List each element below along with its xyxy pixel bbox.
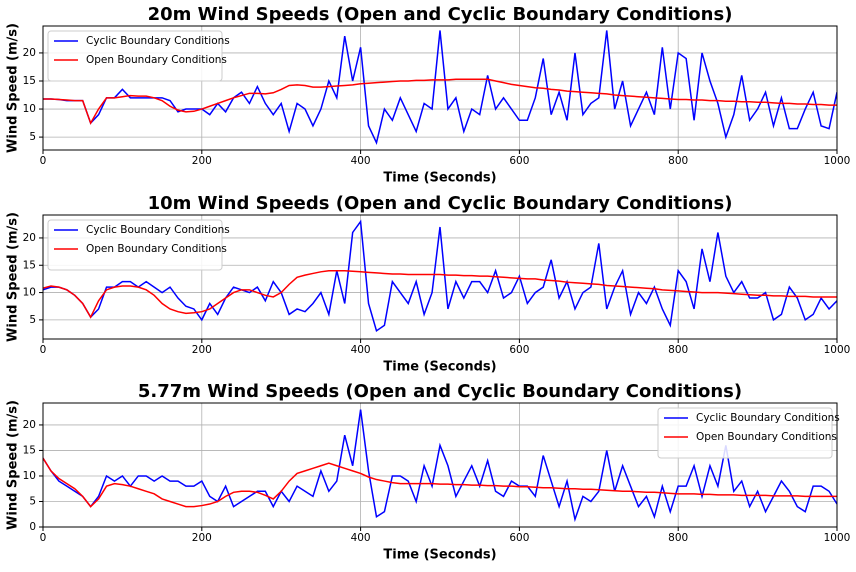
axes-frame (42, 25, 838, 151)
y-axis-label: Wind Speed (m/s) (6, 212, 21, 342)
y-tick-label: 15 (23, 444, 36, 456)
series-line (43, 409, 837, 523)
y-tick-label: 5 (29, 131, 36, 143)
x-axis-label: Time (Seconds) (383, 548, 496, 563)
legend: Cyclic Boundary Conditions Open Boundary … (657, 407, 840, 459)
chart-title: 20m Wind Speeds (Open and Cyclic Boundar… (148, 4, 733, 25)
subplot: 20m Wind Speeds (Open and Cyclic Boundar… (6, 4, 851, 186)
x-tick-label: 600 (509, 344, 529, 356)
x-tick-label: 200 (192, 344, 212, 356)
legend: Cyclic Boundary Conditions Open Boundary … (47, 30, 230, 82)
legend: Cyclic Boundary Conditions Open Boundary … (47, 219, 230, 271)
x-tick-label: 400 (351, 532, 371, 544)
series-line (43, 219, 837, 333)
x-tick-label: 200 (192, 532, 212, 544)
y-tick-label: 10 (23, 287, 36, 299)
legend-label: Open Boundary Conditions (86, 54, 227, 66)
y-tick-label: 10 (23, 470, 36, 482)
x-tick-label: 0 (40, 532, 47, 544)
y-tick-label: 20 (23, 232, 36, 244)
chart-title: 10m Wind Speeds (Open and Cyclic Boundar… (148, 193, 733, 214)
legend-label: Open Boundary Conditions (696, 431, 837, 443)
x-axis-label: Time (Seconds) (383, 171, 496, 186)
y-tick-label: 15 (23, 75, 36, 87)
x-tick-label: 400 (351, 155, 371, 167)
x-tick-label: 800 (668, 155, 688, 167)
series-line (43, 457, 837, 508)
legend-label: Cyclic Boundary Conditions (696, 412, 840, 424)
subplot: 10m Wind Speeds (Open and Cyclic Boundar… (6, 193, 851, 375)
y-axis-label: Wind Speed (m/s) (6, 400, 21, 530)
x-tick-label: 800 (668, 344, 688, 356)
legend-box (47, 219, 223, 271)
y-tick-label: 10 (23, 103, 36, 115)
y-tick-label: 5 (29, 314, 36, 326)
y-tick-label: 20 (23, 419, 36, 431)
y-tick-label: 0 (29, 521, 36, 533)
y-tick-label: 15 (23, 259, 36, 271)
legend-label: Open Boundary Conditions (86, 243, 227, 255)
series-line (43, 78, 837, 125)
x-tick-label: 600 (509, 532, 529, 544)
series-line (43, 269, 837, 319)
axes-frame (42, 214, 838, 340)
x-tick-label: 600 (509, 155, 529, 167)
axes-frame (42, 402, 838, 528)
x-tick-label: 1000 (824, 532, 851, 544)
x-tick-label: 0 (40, 155, 47, 167)
legend-label: Cyclic Boundary Conditions (86, 224, 230, 236)
legend-label: Cyclic Boundary Conditions (86, 35, 230, 47)
y-tick-label: 20 (23, 47, 36, 59)
x-tick-label: 1000 (824, 155, 851, 167)
y-tick-label: 5 (29, 495, 36, 507)
x-axis-label: Time (Seconds) (383, 360, 496, 375)
legend-box (657, 407, 833, 459)
x-tick-label: 800 (668, 532, 688, 544)
x-tick-label: 400 (351, 344, 371, 356)
subplot: 5.77m Wind Speeds (Open and Cyclic Bound… (6, 381, 851, 563)
chart-title: 5.77m Wind Speeds (Open and Cyclic Bound… (138, 381, 742, 402)
legend-box (47, 30, 223, 82)
x-tick-label: 1000 (824, 344, 851, 356)
x-tick-label: 200 (192, 155, 212, 167)
x-tick-label: 0 (40, 344, 47, 356)
y-axis-label: Wind Speed (m/s) (6, 23, 21, 153)
